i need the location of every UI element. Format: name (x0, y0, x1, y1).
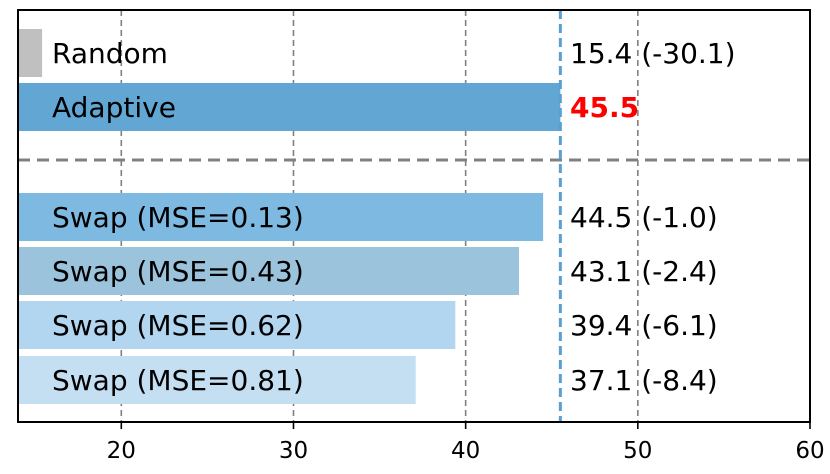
bars (18, 29, 561, 404)
x-axis-ticks: 20 30 40 50 60 (107, 422, 825, 464)
bar (18, 83, 561, 131)
bar (18, 29, 43, 77)
bar-value-label: 43.1 (-2.4) (570, 255, 718, 288)
reference-line-group (18, 10, 810, 422)
bar (18, 356, 416, 404)
bar-category-label: Swap (MSE=0.81) (52, 364, 304, 397)
labels: Random 15.4 (-30.1) Adaptive 45.5 Swap (MSE=… (52, 37, 736, 397)
x-tick-label: 40 (451, 438, 480, 464)
bar-value-label: 44.5 (-1.0) (570, 201, 718, 234)
bar-category-label: Swap (MSE=0.62) (52, 309, 304, 342)
bar (18, 193, 544, 241)
bar-category-label: Random (52, 37, 168, 70)
x-tick-label: 60 (795, 438, 824, 464)
plot-frame (17, 9, 811, 423)
bar (18, 247, 520, 295)
bar-category-label: Adaptive (52, 91, 176, 124)
x-tick-label: 30 (279, 438, 308, 464)
x-tick-label: 50 (623, 438, 652, 464)
bar-value-label: 39.4 (-6.1) (570, 309, 718, 342)
bar-category-label: Swap (MSE=0.13) (52, 201, 304, 234)
bar-value-label: 15.4 (-30.1) (570, 37, 736, 70)
bar-category-label: Swap (MSE=0.43) (52, 255, 304, 288)
x-tick-label: 20 (107, 438, 136, 464)
bar-value-label: 45.5 (570, 91, 639, 124)
bar (18, 301, 456, 349)
bar-value-label: 37.1 (-8.4) (570, 364, 718, 397)
